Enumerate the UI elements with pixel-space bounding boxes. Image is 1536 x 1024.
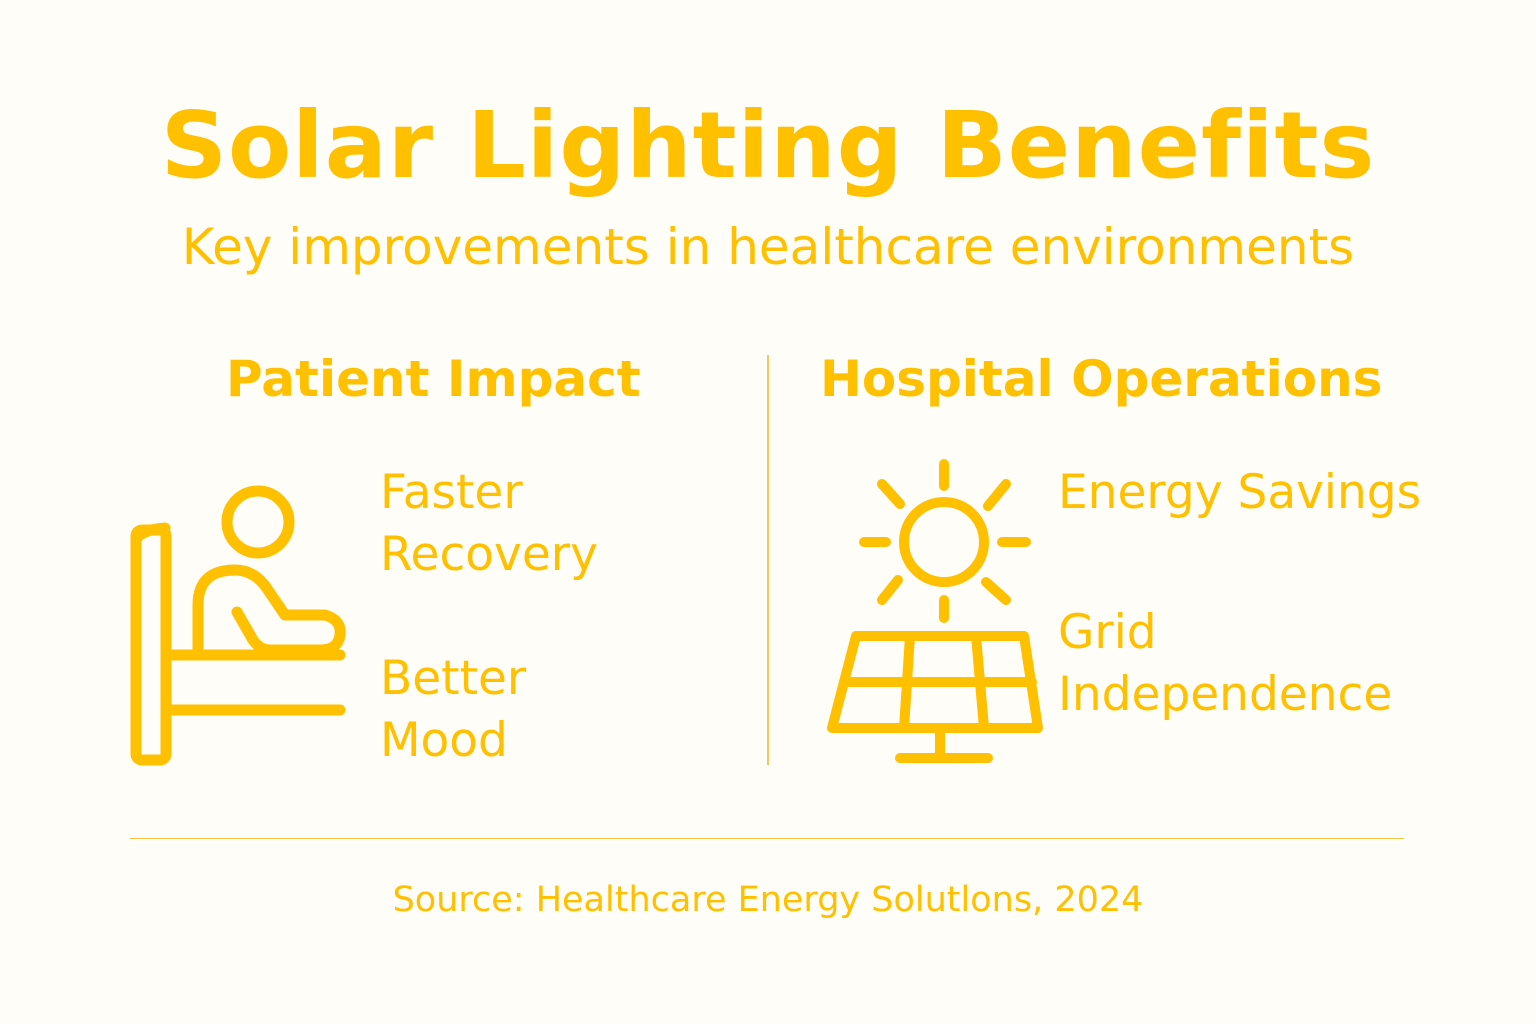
benefit-grid-independence: Grid Independence [1058, 602, 1392, 726]
benefit-line: Grid [1058, 605, 1157, 660]
benefit-energy-savings: Energy Savings [1058, 462, 1421, 524]
benefit-better-mood: Better Mood [380, 648, 526, 772]
benefit-line: Independence [1058, 667, 1393, 722]
source-caption: Source: Healthcare Energy Solutlons, 202… [392, 880, 1144, 920]
benefit-line: Better [380, 651, 527, 706]
section-heading-patient-impact: Patient Impact [226, 350, 641, 408]
solar-panel-sun-icon [827, 459, 1043, 763]
patient-bed-icon [130, 485, 346, 766]
benefit-faster-recovery: Faster Recovery [380, 462, 598, 586]
section-heading-hospital-operations: Hospital Operations [820, 350, 1383, 408]
benefit-line: Mood [380, 713, 508, 768]
page-title: Solar Lighting Benefits [160, 92, 1376, 199]
benefit-line: Faster [380, 465, 523, 520]
benefit-line: Recovery [380, 527, 598, 582]
benefit-line: Energy Savings [1058, 465, 1422, 520]
vertical-divider [767, 355, 769, 765]
horizontal-divider [130, 838, 1404, 839]
page-subtitle: Key improvements in healthcare environme… [181, 218, 1355, 276]
